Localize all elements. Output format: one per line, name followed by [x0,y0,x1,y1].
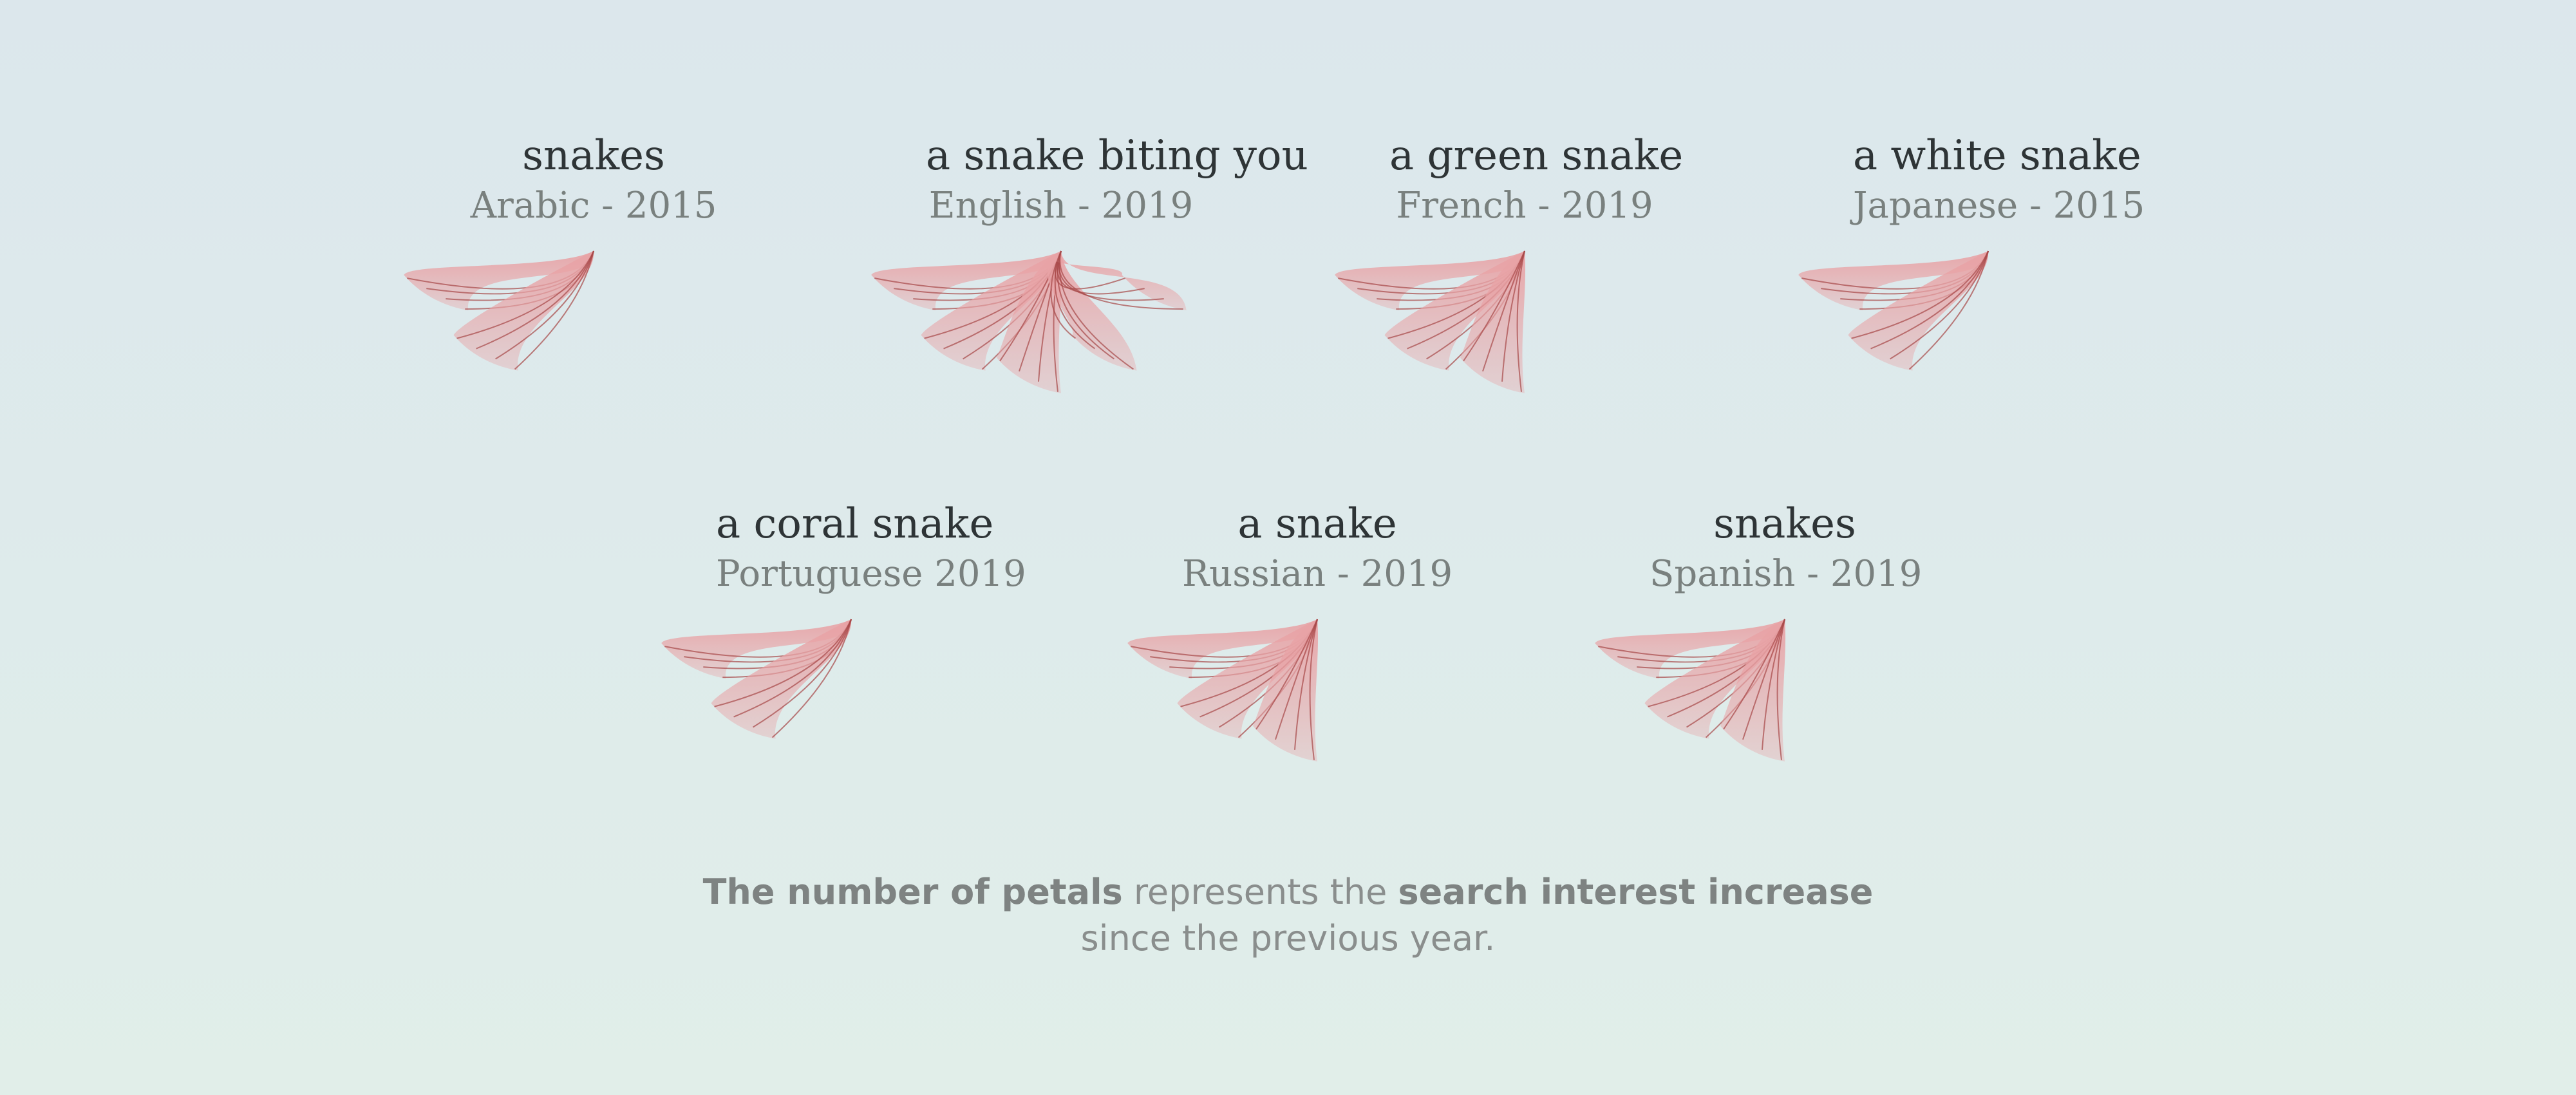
language-year: Portuguese 2019 [716,553,1026,595]
language-year: Arabic - 2015 [470,185,717,227]
petal [1848,250,1989,371]
flower-spanish: snakes Spanish - 2019 [1595,500,1923,774]
dream-title: a green snake [1389,132,1684,180]
petal-glyph [661,619,852,739]
petal [1460,250,1526,393]
flower-arabic: snakes Arabic - 2015 [404,132,729,406]
flower-russian: a snake Russian - 2019 [1127,500,1453,774]
dream-title: a snake [1237,500,1397,548]
language-year: English - 2019 [928,185,1194,227]
petal-glyph [404,250,594,371]
dream-title: a coral snake [716,500,994,548]
petal [711,619,852,739]
language-year: Russian - 2019 [1182,553,1453,595]
caption-line-2: since the previous year. [1080,918,1496,959]
flower-french: a green snake French - 2019 [1335,132,1684,406]
caption-line-1: The number of petals represents the sear… [0,869,2576,915]
dream-title: a white snake [1853,132,2141,180]
petal-glyph [1335,250,1526,393]
petal-glyph [1595,619,1786,762]
flower-japanese: a white snake Japanese - 2015 [1798,132,2145,406]
petal-glyph [1798,250,1989,371]
legend-caption: The number of petals represents the sear… [0,869,2576,962]
dream-title: snakes [1713,500,1856,548]
language-year: Japanese - 2015 [1853,185,2145,227]
caption-bold-search: search interest increase [1398,872,1874,912]
flower-english: a snake biting you English - 2019 [871,132,1308,406]
language-year: French - 2019 [1396,185,1653,227]
petal [1052,250,1187,311]
dream-title: snakes [522,132,665,180]
petal-glyph [1127,619,1319,762]
petal [1253,619,1319,762]
petal [1720,619,1786,762]
petal [453,250,594,371]
language-year: Spanish - 2019 [1650,553,1923,595]
petal-glyph [871,250,1187,393]
caption-text: represents the [1122,872,1398,912]
dream-title: a snake biting you [926,132,1308,180]
caption-bold-petals: The number of petals [702,872,1123,912]
flower-portuguese: a coral snake Portuguese 2019 [661,500,1026,774]
